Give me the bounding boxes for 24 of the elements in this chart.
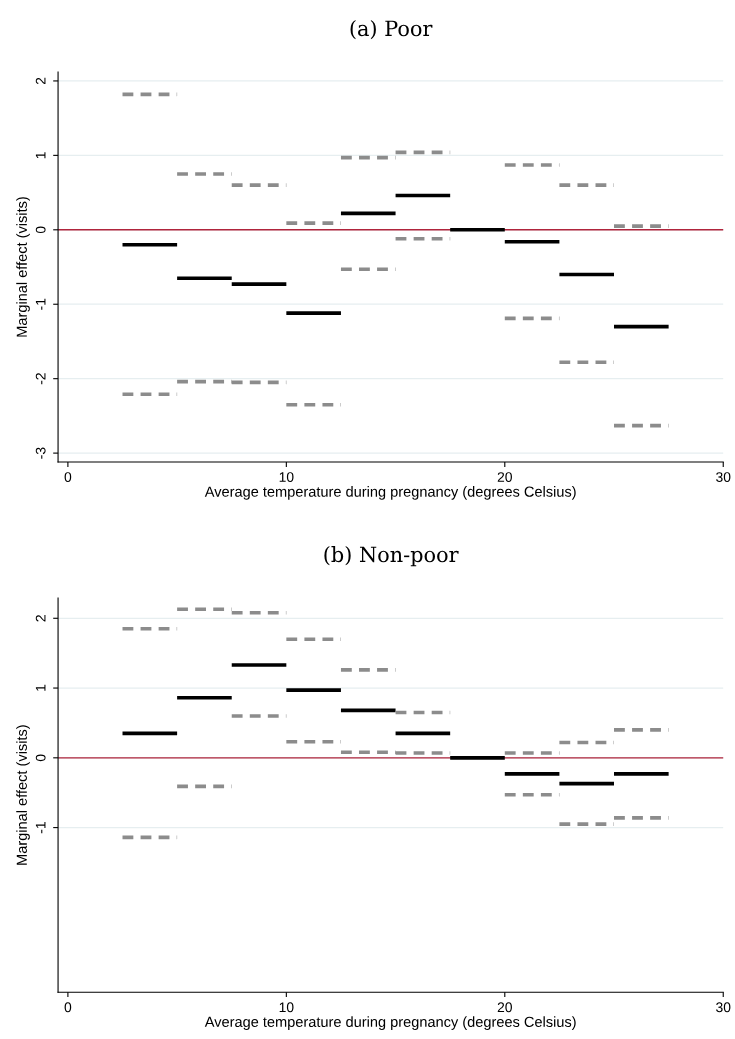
x-tick-label: 10 <box>279 472 294 482</box>
y-tick-label: 1 <box>35 152 46 159</box>
y-tick-label: -3 <box>35 447 46 459</box>
y-tick-label: -1 <box>35 822 46 834</box>
x-tick-label: 20 <box>497 472 512 482</box>
y-axis-title: Marginal effect (visits) <box>16 197 30 337</box>
y-axis-title: Marginal effect (visits) <box>16 725 30 865</box>
x-tick-label: 0 <box>64 1002 72 1013</box>
x-axis-title: Average temperature during pregnancy (degrees Celsius) <box>204 1016 576 1030</box>
x-tick-label: 10 <box>279 1002 294 1013</box>
x-tick-label: 30 <box>716 472 731 482</box>
y-tick-label: 2 <box>35 615 46 622</box>
chart-title: (b) Non-poor <box>324 546 459 567</box>
y-tick-label: -1 <box>35 298 46 310</box>
y-tick-label: 0 <box>35 226 46 234</box>
x-tick-label: 0 <box>64 472 72 482</box>
x-tick-label: 30 <box>716 1002 731 1013</box>
x-axis-title: Average temperature during pregnancy (degrees Celsius) <box>204 486 576 500</box>
y-tick-label: 1 <box>35 684 46 691</box>
x-tick-label: 20 <box>497 1002 512 1013</box>
y-tick-label: -2 <box>35 373 46 385</box>
y-tick-label: 0 <box>35 754 46 762</box>
y-tick-label: 2 <box>35 77 46 85</box>
chart-title: (a) Poor <box>350 20 433 40</box>
